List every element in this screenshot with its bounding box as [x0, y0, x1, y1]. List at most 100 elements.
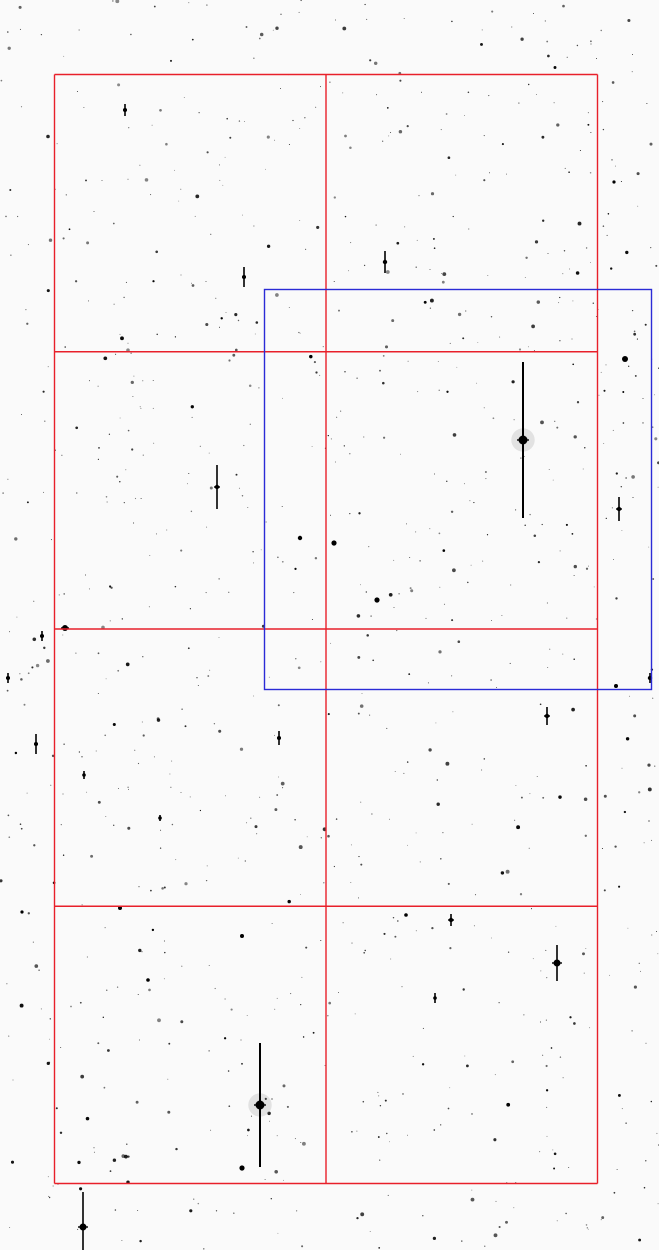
faint-star	[280, 781, 285, 786]
faint-star	[657, 953, 659, 955]
bright-star	[552, 945, 562, 981]
faint-star	[534, 240, 539, 244]
faint-star	[437, 361, 439, 362]
faint-star	[121, 618, 123, 620]
detector-mosaic-grid	[53, 73, 599, 1185]
faint-star	[456, 366, 458, 368]
faint-star	[487, 275, 489, 277]
faint-star	[546, 40, 549, 43]
faint-star	[587, 1228, 589, 1230]
faint-star	[382, 355, 385, 357]
faint-star	[358, 512, 361, 515]
faint-star	[266, 135, 270, 139]
faint-star	[206, 151, 209, 154]
faint-star	[9, 1226, 11, 1229]
faint-star	[631, 309, 634, 312]
faint-star	[343, 445, 345, 447]
faint-star	[445, 113, 448, 115]
faint-star	[134, 749, 136, 751]
faint-star	[542, 796, 545, 799]
faint-star	[77, 1160, 81, 1165]
faint-star	[306, 836, 308, 838]
faint-star	[545, 1089, 549, 1092]
faint-star	[93, 1147, 95, 1149]
faint-star	[159, 847, 162, 849]
faint-star	[196, 676, 198, 679]
faint-star	[615, 597, 618, 600]
faint-star	[598, 394, 600, 396]
faint-star	[403, 18, 405, 19]
faint-star	[535, 94, 537, 95]
faint-star	[485, 478, 487, 480]
faint-star	[351, 942, 353, 944]
faint-star	[110, 586, 113, 589]
faint-star	[600, 1219, 602, 1221]
faint-star	[633, 330, 636, 333]
faint-star	[513, 419, 515, 421]
faint-star	[113, 303, 115, 305]
faint-star	[600, 371, 602, 373]
faint-star	[247, 1135, 249, 1137]
faint-star	[505, 1220, 508, 1224]
faint-star	[265, 168, 266, 170]
faint-star	[32, 941, 34, 943]
faint-star	[259, 796, 261, 798]
faint-star	[295, 658, 297, 660]
faint-star	[294, 819, 296, 821]
faint-star	[447, 156, 451, 160]
bright-star	[331, 540, 337, 546]
faint-star	[85, 1116, 90, 1121]
faint-star	[33, 844, 36, 847]
faint-star	[227, 1070, 230, 1072]
faint-star	[186, 483, 188, 485]
faint-star	[301, 1245, 304, 1248]
faint-star	[477, 341, 479, 343]
faint-star	[583, 972, 585, 974]
faint-star	[117, 788, 119, 790]
faint-star	[391, 319, 395, 323]
faint-star	[368, 545, 370, 548]
faint-star	[648, 546, 650, 548]
faint-star	[620, 180, 622, 183]
faint-star	[103, 356, 108, 361]
faint-star	[116, 475, 119, 478]
faint-star	[327, 713, 330, 716]
faint-star	[540, 420, 544, 425]
faint-star	[135, 1100, 139, 1104]
faint-star	[63, 55, 65, 57]
faint-star	[19, 823, 22, 825]
faint-star	[415, 930, 417, 932]
faint-star	[398, 593, 400, 595]
star-core	[82, 773, 86, 777]
faint-star	[436, 802, 440, 806]
faint-star	[171, 760, 173, 762]
faint-star	[62, 793, 64, 795]
faint-star	[139, 1239, 142, 1243]
faint-star	[105, 496, 108, 498]
faint-star	[466, 1064, 469, 1068]
faint-star	[61, 454, 63, 456]
faint-star	[218, 637, 220, 639]
faint-star	[369, 59, 372, 62]
faint-star	[625, 250, 629, 255]
faint-star	[238, 120, 241, 122]
faint-star	[123, 502, 125, 504]
faint-star	[573, 435, 577, 439]
faint-star	[140, 498, 142, 500]
faint-star	[462, 337, 465, 340]
faint-star	[139, 406, 141, 408]
faint-star	[505, 869, 510, 874]
faint-star	[26, 501, 29, 504]
star-core	[433, 996, 437, 1000]
bright-star	[34, 734, 38, 754]
faint-star	[474, 894, 477, 896]
faint-star	[218, 326, 221, 328]
bright-star	[297, 535, 303, 541]
faint-star	[205, 879, 208, 882]
faint-star	[549, 648, 551, 650]
faint-star	[300, 1142, 302, 1144]
faint-star	[547, 253, 549, 254]
faint-star	[342, 92, 344, 94]
faint-star	[605, 517, 607, 520]
faint-star	[491, 10, 494, 13]
